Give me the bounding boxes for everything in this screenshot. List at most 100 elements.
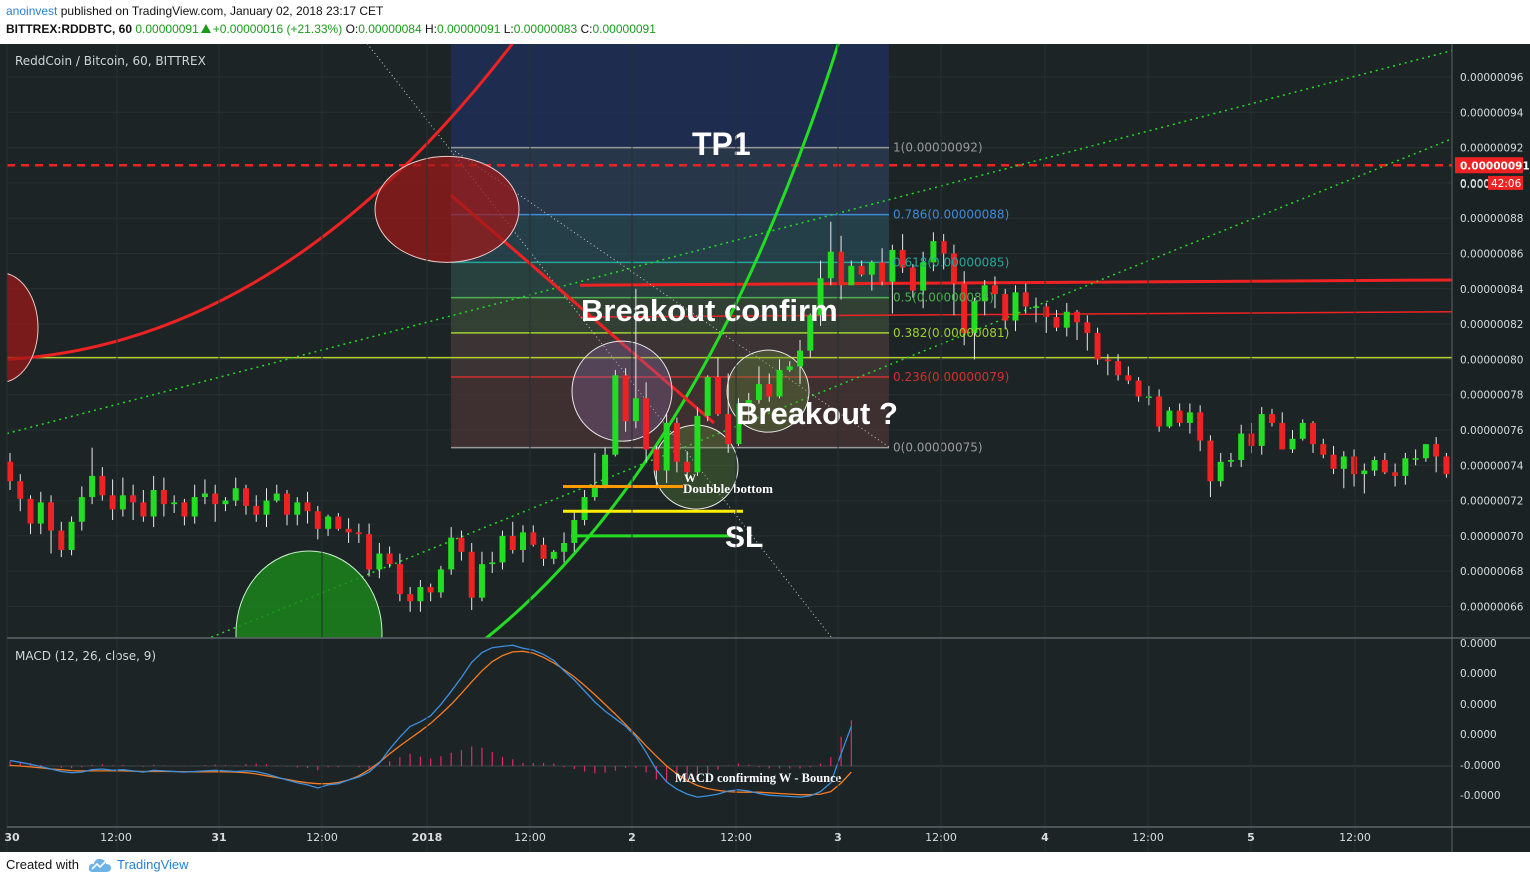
candle-body [827,251,834,279]
publish-line: anoinvest published on TradingView.com, … [6,4,383,18]
candle-body [376,553,383,570]
candle-body [458,537,465,552]
y-tick-label: 0.00000092 [1460,143,1523,155]
chart[interactable]: 1(0.00000092) 0.786(0.00000088) 0.618(0.00… [0,44,1530,852]
candle-body [1063,311,1070,328]
y-tick-label: 0.00000080 [1460,354,1523,366]
candle-body [263,500,270,515]
candle-body [294,502,301,515]
y-tick-label: 0.00000076 [1460,425,1524,437]
candle-body [489,562,496,565]
left-ellipse [7,273,39,383]
candle-body [242,488,249,506]
candle-body [704,377,711,416]
y-tick-label: 0.00000082 [1460,319,1523,331]
candle-body [1299,422,1306,439]
top-ellipse [374,155,520,263]
candle-body [1166,410,1173,427]
candle-body [520,532,526,551]
candle-body [335,516,342,529]
macd-y-tick: 0.0000 [1460,638,1497,650]
x-tick-label: 3 [834,831,842,844]
candle-body [745,399,752,404]
header: anoinvest published on TradingView.com, … [0,0,1530,44]
candle-body [1289,438,1296,450]
tradingview-link[interactable]: TradingView [117,857,189,872]
x-tick-label: 30 [4,831,20,844]
candle-body [1238,433,1245,461]
candle-body [602,454,609,487]
y-tick-label: 0.00000072 [1460,496,1523,508]
candle-body [109,495,116,510]
candle-body [766,384,773,397]
candle-body [1207,440,1214,482]
candle-body [1402,458,1409,476]
price-pane-labels: 1(0.00000092) 0.786(0.00000088) 0.618(0.00… [15,54,1009,554]
candle-body [191,497,198,517]
candle-body [1422,444,1429,459]
candle-body [776,369,783,397]
candle-body [478,564,485,598]
x-tick-label: 12:00 [1339,831,1371,844]
candle-body [868,262,875,275]
candle-body [632,398,639,422]
countdown-prefix: 0.000 [1460,179,1490,191]
candle-body [325,516,332,529]
x-tick-label: 12:00 [306,831,338,844]
candle-body [58,530,65,551]
green-curve [483,44,840,638]
candle-body [201,493,208,498]
candle-body [920,262,927,291]
candle-body [571,520,578,543]
candle-body [222,500,229,505]
y-tick-label: 0.00000096 [1460,72,1524,84]
candle-body [1433,444,1440,457]
x-tick-label: 12:00 [720,831,752,844]
x-tick-label: 2 [628,831,636,844]
low-value: 0.00000083 [513,22,578,36]
fib-zone [451,332,889,378]
candle-body [253,505,260,515]
candle-body [1022,292,1029,307]
candle-body [1186,412,1193,423]
macd-y-tick: -0.0000 [1460,790,1501,802]
y-tick-label: 0.00000086 [1460,249,1524,261]
w-label: W [684,471,696,485]
candle-body [561,542,568,552]
candle-body [284,493,291,515]
price-tag-bg [1455,157,1523,174]
fib-label: 1(0.00000092) [893,141,983,155]
macd-y-tick: -0.0000 [1460,760,1501,772]
candle-body [181,502,188,517]
high-label: H: [424,22,437,36]
candle-body [807,315,814,351]
y-tick-label: 0.00000068 [1460,566,1523,578]
candle-body [304,502,311,512]
candle-body [427,587,434,593]
candle-body [1330,454,1337,469]
candle-body [99,475,106,496]
macd-pane[interactable]: MACD (12, 26, close, 9) MACD confirming W… [7,644,1452,798]
y-tick-label: 0.00000094 [1460,107,1524,119]
fib-label: 0.382(0.00000081) [893,326,1009,340]
candle-body [1002,294,1009,321]
candle-body [909,267,916,291]
candle-body [684,461,691,473]
close-value: 0.00000091 [592,22,656,36]
candle-body [130,495,137,503]
fib-zone [451,147,889,215]
candle-body [550,551,557,559]
candle-body [366,534,373,570]
candle-body [735,403,742,445]
tradingview-cloud-icon[interactable] [88,856,112,874]
author-link[interactable]: anoinvest [6,4,58,18]
price-pane[interactable] [0,44,1530,715]
price-tag: 0.00000091 [1460,160,1530,172]
candle-body [961,283,968,333]
candle-body [396,564,403,595]
breakout-question-label: Breakout ? [736,396,898,431]
fib-label: 0.786(0.00000088) [893,208,1009,222]
created-with-text: Created with [6,857,79,872]
symbol-line: BITTREX:RDDBTC, 60 0.00000091 +0.00000016… [6,22,656,36]
y-tick-label: 0.00000078 [1460,390,1523,402]
